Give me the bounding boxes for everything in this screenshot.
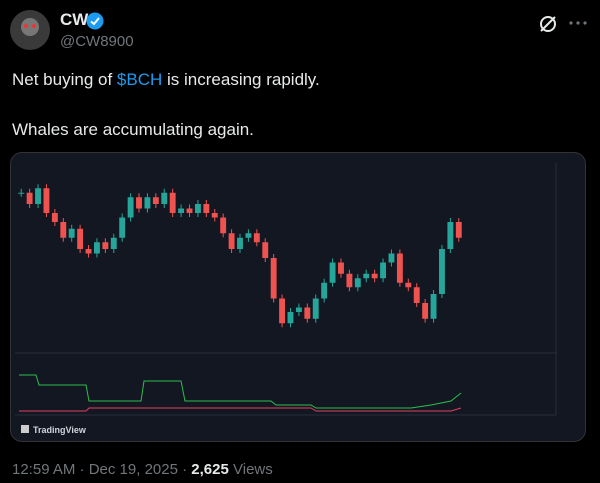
candle (304, 307, 311, 319)
candle (295, 307, 302, 312)
candle (119, 217, 126, 238)
chart: TradingView (15, 163, 557, 435)
candle (388, 253, 395, 263)
more-icon[interactable] (568, 18, 588, 28)
candle (43, 188, 50, 213)
candle (262, 242, 269, 258)
candle (363, 273, 370, 279)
candle (413, 287, 420, 303)
post-meta: 12:59 AM · Dec 19, 2025 · 2,625 Views (12, 461, 273, 478)
candle (346, 273, 353, 288)
candle (279, 298, 286, 324)
avatar[interactable] (10, 10, 50, 50)
candle (371, 273, 378, 279)
candle (136, 197, 142, 209)
author-name[interactable]: CW (60, 10, 89, 29)
candle (354, 278, 361, 288)
text: is increasing rapidly. (167, 70, 320, 89)
candle (68, 228, 75, 238)
candle (35, 188, 41, 204)
candle (211, 213, 218, 218)
candle (380, 262, 387, 279)
brand: TradingView (33, 425, 87, 435)
candle (178, 208, 185, 213)
candle (253, 233, 260, 243)
candle (77, 228, 84, 249)
verified-badge (86, 12, 104, 30)
candle (144, 197, 151, 209)
views-label: Views (233, 461, 273, 478)
candle (194, 204, 201, 213)
candle (455, 222, 462, 238)
candle (312, 298, 319, 319)
views-count: 2,625 (191, 461, 229, 478)
candle (18, 192, 25, 194)
candle (338, 262, 344, 274)
candle (93, 242, 100, 254)
grok-icon[interactable] (538, 14, 558, 34)
candle (237, 237, 243, 249)
candle (430, 294, 437, 319)
candle (169, 192, 176, 213)
candle (396, 253, 403, 283)
author-handle[interactable]: @CW8900 (60, 33, 134, 50)
post-text: Whales are accumulating again. (12, 120, 254, 139)
candle (85, 249, 92, 254)
candle (439, 249, 445, 294)
candle (203, 204, 210, 213)
indicator-line (19, 407, 462, 412)
candle (152, 197, 159, 204)
candle (51, 213, 58, 222)
candle (110, 237, 117, 249)
candle (270, 258, 277, 299)
candle (127, 197, 134, 218)
candle (26, 192, 33, 204)
cashtag[interactable]: $BCH (116, 70, 163, 89)
candle (186, 208, 193, 213)
candle (329, 262, 336, 283)
indicator-line (19, 374, 462, 409)
timestamp[interactable]: 12:59 AM · Dec 19, 2025 · (12, 461, 188, 478)
candle (228, 233, 235, 249)
brand-logo (21, 425, 29, 433)
media[interactable]: TradingView (10, 152, 586, 442)
candle (161, 192, 168, 204)
post-text: Net buying of $BCH is increasing rapidly… (12, 70, 320, 90)
candle (405, 282, 412, 288)
candle (220, 217, 227, 234)
candle (321, 282, 328, 299)
candle (245, 233, 252, 238)
candle (447, 222, 454, 249)
candle (102, 242, 109, 249)
candle (287, 312, 294, 324)
candle (422, 303, 429, 319)
text: Net buying of (12, 70, 113, 89)
candle (60, 222, 67, 238)
